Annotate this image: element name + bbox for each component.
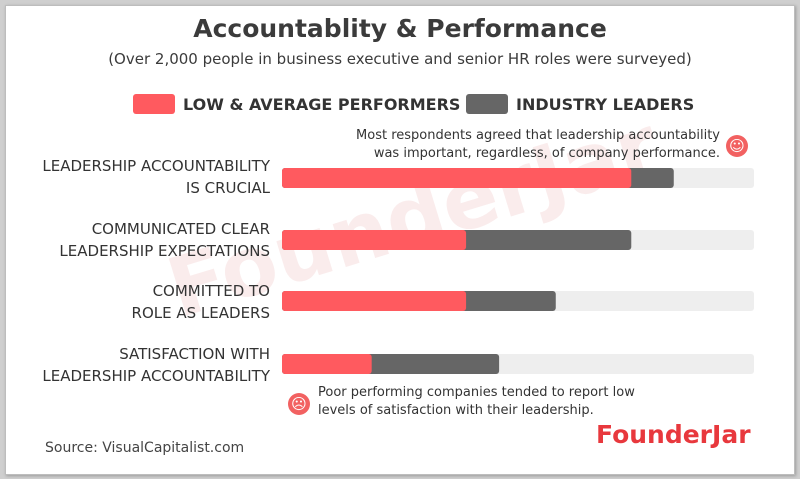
category-label-1: LEADERSHIP ACCOUNTABILITY IS CRUCIAL [20, 155, 270, 199]
annotation-bottom-line1: Poor performing companies tended to repo… [318, 385, 635, 400]
annotation-bottom-line2: levels of satisfaction with their leader… [318, 403, 594, 418]
category-label-2-line2: LEADERSHIP EXPECTATIONS [59, 242, 270, 260]
category-label-3: COMMITTED TO ROLE AS LEADERS [20, 280, 270, 324]
legend-swatch-industry-leaders [466, 94, 508, 114]
category-label-2-line1: COMMUNICATED CLEAR [91, 220, 270, 238]
category-label-3-line2: ROLE AS LEADERS [131, 304, 270, 322]
sad-face-icon: ☹ [288, 393, 310, 415]
smiley-face-icon: ☺ [726, 135, 748, 157]
annotation-bottom: Poor performing companies tended to repo… [318, 384, 635, 420]
category-label-1-line2: IS CRUCIAL [185, 179, 270, 197]
annotation-top-line1: Most respondents agreed that leadership … [356, 128, 720, 143]
category-label-4-line1: SATISFACTION WITH [119, 345, 270, 363]
bar-low-average-4 [282, 354, 372, 374]
chart-subtitle: (Over 2,000 people in business executive… [108, 50, 692, 68]
legend-item-industry-leaders: INDUSTRY LEADERS [466, 93, 694, 115]
brand-logo: FounderJar [596, 420, 751, 449]
chart-title: Accountablity & Performance [193, 14, 607, 43]
category-label-2: COMMUNICATED CLEAR LEADERSHIP EXPECTATIO… [20, 218, 270, 262]
bar-low-average-2 [282, 230, 467, 250]
legend-swatch-low-average [133, 94, 175, 114]
legend-label-low-average: LOW & AVERAGE PERFORMERS [183, 94, 461, 114]
source-credit: Source: VisualCapitalist.com [45, 440, 245, 456]
bar-low-average-1 [282, 168, 632, 188]
annotation-top: Most respondents agreed that leadership … [356, 127, 720, 163]
category-label-4-line2: LEADERSHIP ACCOUNTABILITY [42, 367, 270, 385]
category-label-3-line1: COMMITTED TO [152, 282, 270, 300]
category-label-4: SATISFACTION WITH LEADERSHIP ACCOUNTABIL… [20, 343, 270, 387]
legend-label-industry-leaders: INDUSTRY LEADERS [516, 94, 695, 114]
annotation-top-line2: was important, regardless, of company pe… [373, 146, 720, 161]
bar-low-average-3 [282, 291, 467, 311]
legend-item-low-average: LOW & AVERAGE PERFORMERS [133, 93, 460, 115]
category-label-1-line1: LEADERSHIP ACCOUNTABILITY [42, 157, 270, 175]
